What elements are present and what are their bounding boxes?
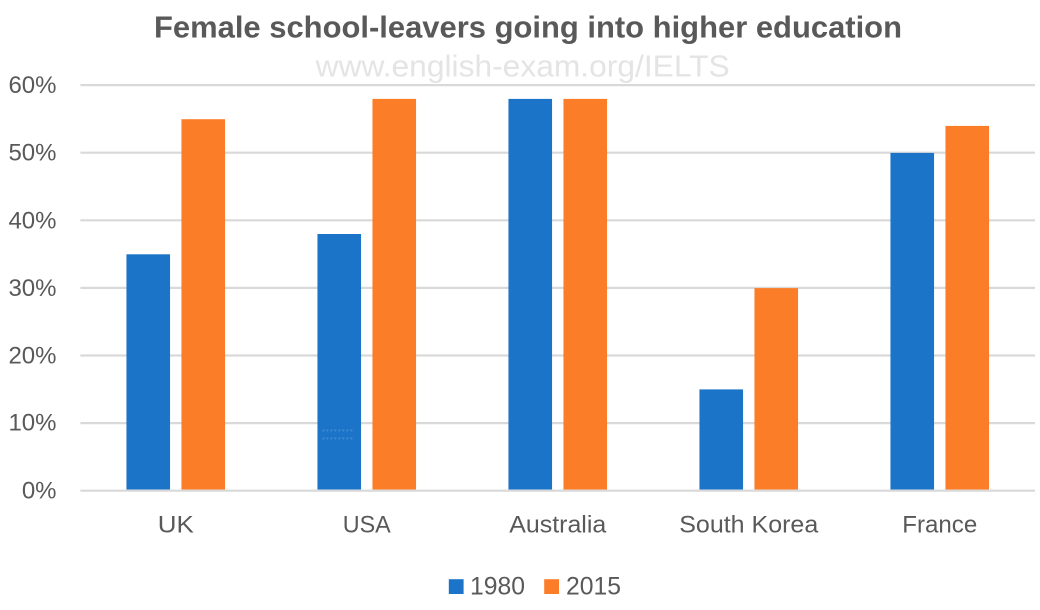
svg-text:USA: USA: [343, 511, 391, 538]
svg-text:20%: 20%: [8, 343, 56, 370]
svg-text:Female school-leavers going in: Female school-leavers going into higher …: [154, 9, 902, 44]
svg-text:10%: 10%: [8, 410, 56, 437]
svg-text:2015: 2015: [566, 573, 621, 601]
svg-text:50%: 50%: [8, 140, 56, 167]
svg-text:Australia: Australia: [509, 511, 607, 538]
svg-text:30%: 30%: [8, 275, 56, 302]
svg-text:60%: 60%: [8, 72, 56, 99]
svg-text:1980: 1980: [470, 573, 525, 601]
svg-text:France: France: [902, 511, 977, 538]
svg-text:South Korea: South Korea: [679, 511, 819, 538]
svg-text:UK: UK: [158, 511, 194, 538]
svg-text:40%: 40%: [8, 207, 56, 234]
svg-text:www.english-exam.org/IELTS: www.english-exam.org/IELTS: [315, 48, 730, 83]
svg-text:0%: 0%: [22, 478, 57, 505]
